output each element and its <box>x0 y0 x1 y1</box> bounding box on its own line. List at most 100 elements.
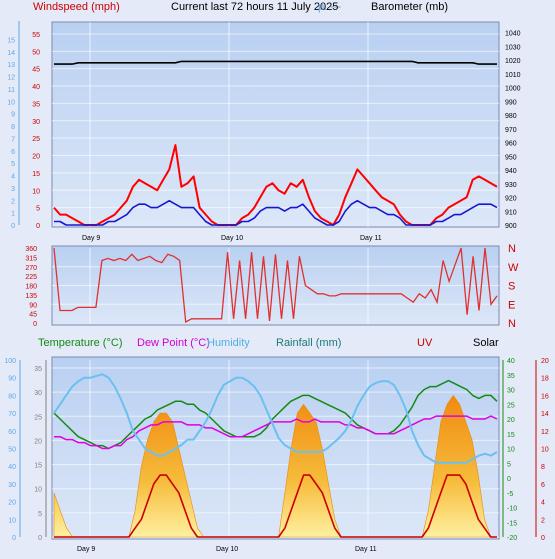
barometer-tick-label: 930 <box>505 182 517 189</box>
uv-tick-label: 2 <box>541 517 545 524</box>
series-direction <box>53 247 498 324</box>
temperature-right-tick-label: -15 <box>507 520 517 527</box>
temp-day-label-0: Day 9 <box>77 546 95 553</box>
temperature-left-tick-label: 0 <box>38 535 42 542</box>
compass-label: W <box>508 262 519 274</box>
windspeed-tick-label: 30 <box>32 119 40 126</box>
barometer-tick-label: 940 <box>505 168 517 175</box>
temperature-left-tick-label: 20 <box>34 438 42 445</box>
direction-tick-label: 90 <box>29 302 37 309</box>
temp-day-label-2: Day 11 <box>355 546 377 553</box>
temp-day-label-1: Day 10 <box>216 546 238 553</box>
windspeed-tick-label: 15 <box>32 171 40 178</box>
temperature-left-tick-label: 30 <box>34 390 42 397</box>
direction-tick-label: 0 <box>33 321 37 328</box>
knots-tick-label: 14 <box>7 50 15 57</box>
temperature-right-tick-label: 15 <box>507 432 515 439</box>
temperature-right-tick-label: 10 <box>507 447 515 454</box>
barometer-tick-label: 970 <box>505 127 517 134</box>
temperature-left-tick-label: 5 <box>38 511 42 518</box>
wind-day-label-1: Day 10 <box>221 235 243 242</box>
windspeed-axis-title: Windspeed (mph) <box>33 1 120 13</box>
knots-tick-label: 7 <box>11 136 15 143</box>
direction-tick-label: 270 <box>25 265 37 272</box>
temperature-right-tick-label: 30 <box>507 388 515 395</box>
temperature-left-tick-label: 10 <box>34 487 42 494</box>
knots-tick-label: 11 <box>8 87 15 94</box>
legend-solar: Solar <box>473 337 499 349</box>
humidity-tick-label: 100 <box>4 358 16 365</box>
windspeed-tick-label: 20 <box>32 154 40 161</box>
wind-panel <box>51 21 500 228</box>
compass-label: S <box>508 281 515 293</box>
barometer-tick-label: 1020 <box>505 58 521 65</box>
knots-tick-label: 3 <box>11 186 15 193</box>
axis-labels: 0510152025303540455055012345678910111213… <box>4 21 549 553</box>
legend-temperature: Temperature (°C) <box>38 337 122 349</box>
temperature-right-tick-label: -5 <box>507 491 513 498</box>
knots-tick-label: 6 <box>11 149 15 156</box>
direction-tick-label: 315 <box>25 255 37 262</box>
knots-tick-label: 8 <box>11 124 15 131</box>
windspeed-tick-label: 45 <box>32 67 40 74</box>
knots-tick-label: 4 <box>11 174 15 181</box>
barometer-tick-label: 900 <box>505 223 517 230</box>
knots-tick-label: 10 <box>7 99 15 106</box>
series-humidity <box>53 373 498 464</box>
line-series <box>53 60 498 538</box>
series-barometer <box>54 60 497 65</box>
temperature-right-tick-label: 40 <box>507 358 515 365</box>
temperature-panel <box>51 356 500 540</box>
knots-tick-label: 1 <box>11 211 15 218</box>
barometer-tick-label: 1000 <box>505 86 521 93</box>
direction-tick-label: 180 <box>25 284 37 291</box>
compass-label: E <box>508 299 515 311</box>
wind-day-label-0: Day 9 <box>82 235 100 242</box>
barometer-tick-label: 1030 <box>505 44 521 51</box>
windspeed-tick-label: 0 <box>36 223 40 230</box>
uv-tick-label: 14 <box>541 411 549 418</box>
windspeed-tick-label: 25 <box>32 136 40 143</box>
overlap-fragment: p. --- <box>318 1 342 13</box>
barometer-tick-label: 950 <box>505 154 517 161</box>
temperature-left-tick-label: 25 <box>34 414 42 421</box>
humidity-tick-label: 70 <box>8 411 16 418</box>
uv-tick-label: 0 <box>541 535 545 542</box>
direction-tick-label: 135 <box>25 293 37 300</box>
temperature-left-tick-label: 35 <box>34 366 42 373</box>
uv-tick-label: 6 <box>541 482 545 489</box>
humidity-tick-label: 40 <box>8 464 16 471</box>
knots-tick-label: 2 <box>11 198 15 205</box>
windspeed-tick-label: 50 <box>32 49 40 56</box>
direction-tick-label: 45 <box>29 312 37 319</box>
barometer-tick-label: 1010 <box>505 72 521 79</box>
barometer-tick-label: 910 <box>505 209 517 216</box>
series-average <box>54 199 498 226</box>
temperature-right-tick-label: 20 <box>507 417 515 424</box>
uv-tick-label: 16 <box>541 393 549 400</box>
temperature-left-tick-label: 15 <box>34 463 42 470</box>
humidity-tick-label: 0 <box>12 535 16 542</box>
temperature-right-tick-label: 25 <box>507 402 515 409</box>
humidity-tick-label: 90 <box>8 376 16 383</box>
humidity-tick-label: 20 <box>8 500 16 507</box>
compass-label: N <box>508 318 516 330</box>
windspeed-tick-label: 40 <box>32 84 40 91</box>
temperature-right-tick-label: -10 <box>507 506 517 513</box>
compass-label: N <box>508 243 516 255</box>
uv-tick-label: 4 <box>541 500 545 507</box>
knots-tick-label: 13 <box>7 62 15 69</box>
humidity-tick-label: 60 <box>8 429 16 436</box>
legend-uv: UV <box>417 337 433 349</box>
series-temperature <box>53 379 498 450</box>
uv-tick-label: 8 <box>541 464 545 471</box>
knots-tick-label: 9 <box>11 112 15 119</box>
series-dew-point <box>54 415 498 450</box>
barometer-tick-label: 980 <box>505 113 517 120</box>
windspeed-tick-label: 10 <box>32 188 40 195</box>
wind-day-label-2: Day 11 <box>360 235 382 242</box>
windspeed-tick-label: 35 <box>32 101 40 108</box>
legend-dewpoint: Dew Point (°C) <box>137 337 210 349</box>
